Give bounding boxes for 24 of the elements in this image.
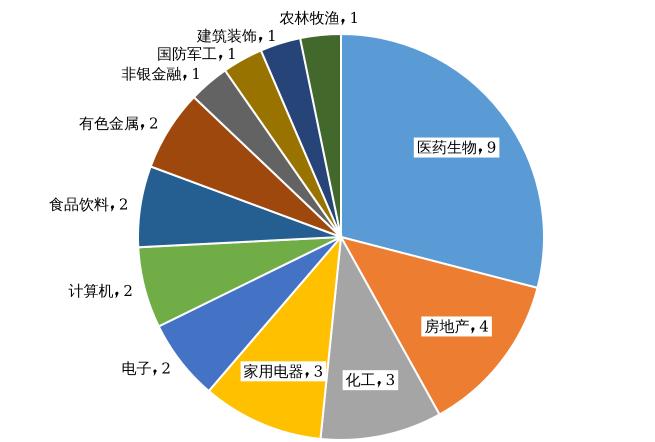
slice-label: 有色金属 [78, 114, 139, 132]
data-label: 1 [267, 27, 277, 45]
slice-label: 房地产 [424, 317, 470, 336]
data-label: 3 [314, 362, 324, 380]
data-label: 4 [479, 317, 489, 336]
slice-label: 农林牧渔 [279, 9, 340, 27]
data-label: 2 [148, 114, 159, 132]
data-label: 2 [123, 282, 133, 300]
data-label: 2 [118, 195, 128, 214]
data-label: 9 [486, 138, 496, 157]
slice-label: 计算机 [68, 282, 114, 300]
slice-label: 非银金融 [121, 64, 182, 83]
slice-label: 化工 [346, 371, 376, 390]
data-label: 2 [161, 360, 171, 378]
slice-label: 食品饮料 [48, 195, 109, 214]
data-label: 3 [386, 371, 396, 390]
slice-label: 家用电器 [244, 362, 304, 380]
data-label: 1 [349, 9, 360, 27]
data-label: 1 [191, 64, 201, 83]
slice-label: 医药生物 [416, 138, 477, 157]
slice-label: 国防军工 [157, 45, 218, 63]
slice-label: 电子 [121, 360, 152, 378]
slice-label: 建筑装饰 [196, 27, 258, 45]
data-label: 1 [227, 45, 237, 63]
